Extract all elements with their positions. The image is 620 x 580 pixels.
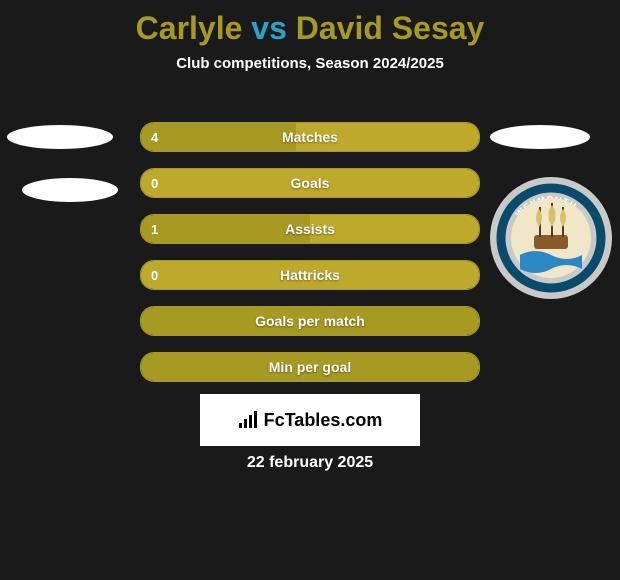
stat-bar: Goals0 (140, 168, 480, 198)
bar-label: Goals (141, 169, 479, 197)
bar-label: Assists (141, 215, 479, 243)
subtitle: Club competitions, Season 2024/2025 (0, 55, 620, 72)
title-vs: vs (242, 10, 295, 46)
club-badge: WEYMOUTH (490, 177, 612, 299)
title-player1: Carlyle (136, 10, 243, 46)
bar-label: Hattricks (141, 261, 479, 289)
placeholder-ellipse (22, 178, 118, 202)
bar-value-left: 1 (151, 215, 158, 243)
fctables-logo: FcTables.com (238, 410, 383, 431)
stat-bar: Matches4 (140, 122, 480, 152)
stat-bar: Goals per match (140, 306, 480, 336)
bar-value-left: 0 (151, 169, 158, 197)
bar-label: Matches (141, 123, 479, 151)
logo-text: FcTables.com (264, 410, 383, 431)
bar-label: Min per goal (141, 353, 479, 381)
logo-box: FcTables.com (200, 394, 420, 446)
stat-bar: Min per goal (140, 352, 480, 382)
page-title: Carlyle vs David Sesay (0, 0, 620, 47)
stat-bar: Assists1 (140, 214, 480, 244)
bar-value-left: 0 (151, 261, 158, 289)
bar-value-left: 4 (151, 123, 158, 151)
title-player2: David Sesay (296, 10, 485, 46)
placeholder-ellipse (490, 125, 590, 149)
bar-label: Goals per match (141, 307, 479, 335)
stat-bar: Hattricks0 (140, 260, 480, 290)
date-label: 22 february 2025 (0, 454, 620, 472)
logo-icon (238, 411, 260, 429)
comparison-bars: Matches4Goals0Assists1Hattricks0Goals pe… (140, 122, 480, 398)
placeholder-ellipse (7, 125, 113, 149)
